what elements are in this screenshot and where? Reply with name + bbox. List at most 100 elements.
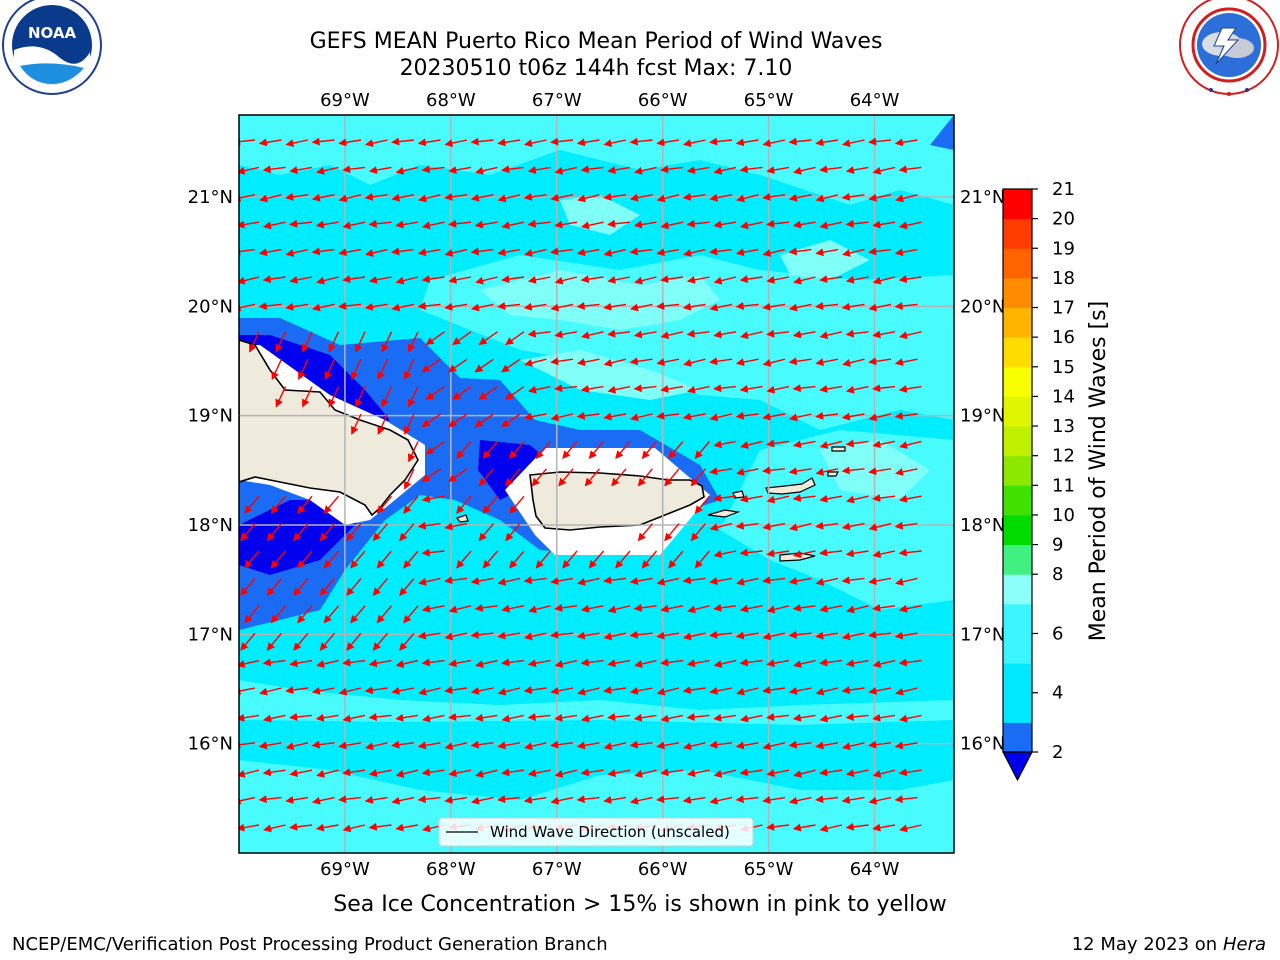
- direction-arrow: [819, 658, 843, 667]
- colorbar-tick-label: 18: [1052, 268, 1075, 289]
- direction-arrow: [482, 495, 499, 514]
- direction-arrow: [894, 741, 918, 750]
- direction-arrow: [315, 713, 339, 722]
- direction-arrow: [478, 331, 498, 345]
- direction-arrow: [603, 358, 627, 367]
- direction-arrow: [535, 440, 552, 460]
- direction-arrow: [656, 138, 680, 147]
- direction-arrow: [338, 301, 362, 310]
- direction-arrow: [788, 247, 812, 256]
- direction-arrow: [289, 769, 313, 777]
- direction-arrow: [298, 358, 309, 381]
- colorbar-tick-label: 13: [1052, 416, 1075, 437]
- direction-arrow: [762, 632, 786, 641]
- direction-arrow: [872, 713, 896, 722]
- direction-arrow: [766, 439, 790, 448]
- direction-arrow: [607, 275, 631, 284]
- direction-arrow: [660, 714, 684, 723]
- direction-arrow: [501, 714, 525, 723]
- direction-arrow: [527, 219, 551, 228]
- direction-arrow: [364, 192, 388, 201]
- direction-arrow: [682, 192, 706, 201]
- direction-arrow: [868, 357, 892, 366]
- direction-arrow: [302, 331, 313, 353]
- direction-arrow: [270, 605, 287, 624]
- direction-arrow: [868, 193, 892, 202]
- direction-arrow: [641, 550, 658, 569]
- direction-arrow: [319, 523, 336, 542]
- direction-arrow: [709, 247, 733, 256]
- vector-legend-label: Wind Wave Direction (unscaled): [490, 823, 730, 841]
- direction-arrow: [792, 713, 816, 722]
- direction-arrow: [660, 275, 684, 284]
- direction-arrow: [408, 331, 419, 353]
- direction-arrow: [736, 687, 759, 696]
- direction-arrow: [633, 603, 657, 612]
- direction-arrow: [607, 385, 631, 394]
- direction-arrow: [842, 742, 865, 751]
- direction-arrow: [550, 740, 574, 749]
- direction-arrow: [683, 358, 706, 367]
- direction-arrow: [550, 413, 574, 422]
- direction-arrow: [505, 523, 521, 542]
- direction-arrow: [713, 603, 737, 612]
- direction-arrow: [550, 193, 574, 202]
- direction-arrow: [577, 687, 600, 696]
- direction-arrow: [319, 577, 336, 597]
- direction-arrow: [819, 714, 843, 723]
- direction-arrow: [739, 548, 763, 557]
- noaa-logo: NOAA: [2, 0, 102, 95]
- direction-arrow: [275, 386, 287, 408]
- colorbar-swatch: [1003, 485, 1032, 516]
- direction-arrow: [841, 576, 865, 585]
- direction-arrow: [793, 769, 816, 778]
- direction-arrow: [444, 632, 468, 641]
- direction-arrow: [509, 440, 525, 460]
- direction-arrow: [607, 659, 631, 668]
- direction-arrow: [240, 632, 256, 651]
- direction-arrow: [262, 658, 286, 667]
- sombrero-island: [827, 471, 839, 477]
- direction-arrow: [815, 795, 839, 804]
- direction-arrow: [285, 302, 309, 311]
- y-tick-label-left: 19°N: [188, 406, 233, 427]
- direction-arrow: [664, 468, 680, 487]
- direction-arrow: [788, 137, 812, 146]
- direction-arrow: [694, 495, 711, 514]
- direction-arrow: [315, 220, 339, 229]
- direction-arrow: [739, 658, 763, 667]
- direction-arrow: [709, 522, 733, 532]
- colorbar-swatch: [1003, 426, 1032, 457]
- direction-arrow: [456, 440, 472, 460]
- direction-arrow: [895, 194, 918, 203]
- direction-arrow: [239, 193, 256, 202]
- direction-arrow: [629, 686, 653, 695]
- chart-title: GEFS MEAN Puerto Rico Mean Period of Win…: [310, 29, 883, 54]
- direction-arrow: [845, 769, 869, 777]
- direction-arrow: [629, 137, 653, 146]
- direction-arrow: [603, 795, 627, 804]
- direction-arrow: [364, 795, 388, 804]
- direction-arrow: [470, 247, 494, 256]
- direction-arrow: [471, 303, 494, 312]
- direction-arrow: [895, 687, 918, 696]
- direction-arrow: [421, 494, 445, 503]
- direction-arrow: [262, 768, 286, 777]
- chart-subtitle: 20230510 t06z 144h fcst Max: 7.10: [400, 56, 793, 81]
- footer-host: Hera: [1223, 934, 1266, 955]
- direction-arrow: [793, 550, 816, 559]
- direction-arrow: [444, 742, 468, 751]
- direction-arrow: [656, 411, 680, 420]
- direction-arrow: [735, 301, 759, 310]
- direction-arrow: [762, 466, 786, 475]
- direction-arrow: [682, 302, 706, 311]
- direction-arrow: [418, 194, 441, 203]
- direction-arrow: [350, 550, 366, 569]
- direction-arrow: [894, 631, 918, 640]
- direction-arrow: [448, 413, 468, 428]
- direction-arrow: [376, 495, 393, 514]
- direction-arrow: [872, 823, 896, 832]
- direction-arrow: [258, 301, 282, 310]
- direction-arrow: [793, 166, 816, 175]
- direction-arrow: [470, 630, 494, 639]
